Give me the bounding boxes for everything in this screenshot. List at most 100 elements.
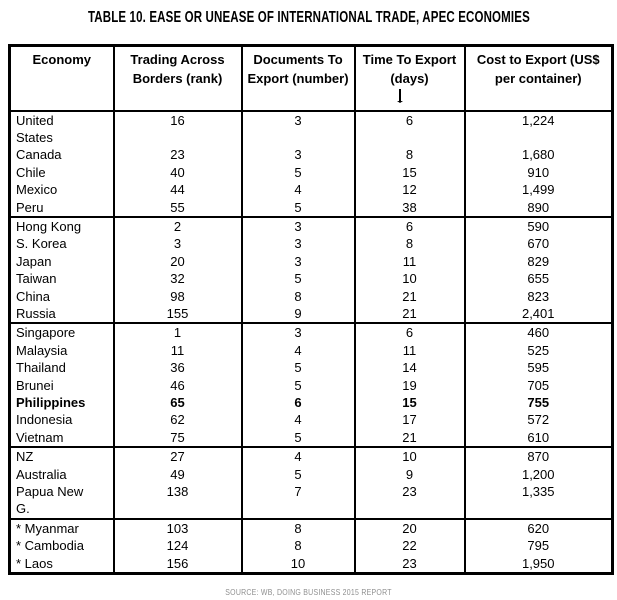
cost-cell: 1,950 bbox=[463, 554, 613, 574]
source-note-text: SOURCE: WB, DOING BUSINESS 2015 REPORT bbox=[225, 587, 392, 598]
cost-cell: 795 bbox=[463, 537, 613, 555]
documents-cell: 6 bbox=[240, 394, 355, 412]
header-economy: Economy bbox=[32, 52, 91, 67]
documents-cell: 5 bbox=[240, 465, 355, 484]
rank-cell: 55 bbox=[112, 198, 242, 217]
cost-cell: 705 bbox=[463, 376, 613, 394]
economy-cell: Brunei bbox=[16, 377, 54, 393]
table-row: Taiwan 32 5 10 655 bbox=[10, 270, 613, 288]
time-cell: 6 bbox=[353, 323, 465, 342]
documents-cell: 5 bbox=[240, 359, 355, 377]
rank-cell: 44 bbox=[112, 181, 242, 199]
cost-cell: 610 bbox=[463, 428, 613, 448]
rank-cell: 32 bbox=[112, 270, 242, 288]
cost-cell: 620 bbox=[463, 518, 613, 538]
table-group: Singapore 1 3 6 460 Malaysia 11 4 11 525 Thailand 3… bbox=[9, 323, 613, 448]
documents-cell: 5 bbox=[240, 198, 355, 217]
economy-cell: * Laos bbox=[16, 555, 53, 571]
table-row: * Cambodia 124 8 22 795 bbox=[10, 537, 613, 555]
documents-cell: 4 bbox=[240, 341, 355, 360]
rank-cell: 138 bbox=[112, 483, 242, 519]
rank-cell: 103 bbox=[112, 518, 242, 538]
economy-cell: Indonesia bbox=[16, 412, 73, 428]
rank-cell: 98 bbox=[112, 287, 242, 305]
table-row: United States 16 3 6 1,224 bbox=[10, 110, 613, 147]
time-cell: 9 bbox=[353, 465, 465, 484]
table-row: Thailand 36 5 14 595 bbox=[10, 359, 613, 377]
cost-cell: 595 bbox=[463, 359, 613, 377]
time-cell: 12 bbox=[353, 181, 465, 199]
economy-cell: Malaysia bbox=[16, 342, 68, 358]
economy-cell: Japan bbox=[16, 253, 52, 269]
header-trading-across-borders: Trading Across Borders (rank) bbox=[112, 45, 242, 111]
economy-cell: Russia bbox=[16, 305, 56, 321]
documents-cell: 3 bbox=[240, 146, 355, 164]
time-cell: 17 bbox=[353, 411, 465, 429]
documents-cell: 9 bbox=[240, 304, 355, 324]
time-cell: 6 bbox=[353, 110, 465, 147]
time-cell: 15 bbox=[353, 394, 465, 412]
time-cell: 14 bbox=[353, 359, 465, 377]
cost-cell: 2,401 bbox=[463, 304, 613, 324]
table-row: Japan 20 3 11 829 bbox=[10, 252, 613, 271]
cost-cell: 910 bbox=[463, 163, 613, 182]
rank-cell: 2 bbox=[112, 216, 242, 236]
economy-cell: Vietnam bbox=[16, 429, 64, 445]
cost-cell: 655 bbox=[463, 270, 613, 288]
cost-cell: 1,499 bbox=[463, 181, 613, 199]
economy-cell: Peru bbox=[16, 199, 44, 215]
header-time-to-export: Time To Export (days) bbox=[353, 45, 465, 111]
table-group: NZ 27 4 10 870 Australia 49 5 9 1,200 Papua New G.… bbox=[9, 447, 613, 519]
economy-cell: Australia bbox=[16, 466, 67, 482]
page-title-text: TABLE 10. EASE OR UNEASE OF INTERNATIONA… bbox=[87, 9, 530, 26]
table-row: Singapore 1 3 6 460 bbox=[10, 323, 613, 342]
economy-cell: Singapore bbox=[16, 325, 76, 341]
cost-cell: 572 bbox=[463, 411, 613, 429]
cost-cell: 460 bbox=[463, 323, 613, 342]
table-row: * Laos 156 10 23 1,950 bbox=[10, 554, 613, 574]
documents-cell: 7 bbox=[240, 483, 355, 519]
rank-cell: 124 bbox=[112, 537, 242, 555]
time-cell: 23 bbox=[353, 483, 465, 519]
text-cursor bbox=[399, 89, 401, 102]
rank-cell: 11 bbox=[112, 341, 242, 360]
cost-cell: 755 bbox=[463, 394, 613, 412]
documents-cell: 5 bbox=[240, 163, 355, 182]
economy-cell: Thailand bbox=[16, 360, 66, 376]
rank-cell: 36 bbox=[112, 359, 242, 377]
documents-cell: 3 bbox=[240, 323, 355, 342]
time-cell: 11 bbox=[353, 341, 465, 360]
table-row: Indonesia 62 4 17 572 bbox=[10, 411, 613, 429]
economy-cell: * Myanmar bbox=[16, 520, 79, 536]
time-cell: 21 bbox=[353, 304, 465, 324]
table-group: United States 16 3 6 1,224 Canada 23 3 8 1,680 Chi… bbox=[9, 110, 613, 217]
table-row: * Myanmar 103 8 20 620 bbox=[10, 518, 613, 538]
economy-cell: Canada bbox=[16, 147, 62, 163]
cost-cell: 590 bbox=[463, 216, 613, 236]
trade-table: Economy Trading Across Borders (rank) Do… bbox=[8, 44, 614, 576]
table-row: China 98 8 21 823 bbox=[10, 287, 613, 305]
rank-cell: 23 bbox=[112, 146, 242, 164]
cost-cell: 829 bbox=[463, 252, 613, 271]
table-row: NZ 27 4 10 870 bbox=[10, 447, 613, 466]
table-row: S. Korea 3 3 8 670 bbox=[10, 235, 613, 253]
documents-cell: 4 bbox=[240, 411, 355, 429]
table-row: Vietnam 75 5 21 610 bbox=[10, 428, 613, 448]
time-cell: 10 bbox=[353, 270, 465, 288]
table-row: Malaysia 11 4 11 525 bbox=[10, 341, 613, 360]
economy-cell: NZ bbox=[16, 449, 34, 465]
documents-cell: 5 bbox=[240, 270, 355, 288]
economy-cell: S. Korea bbox=[16, 236, 67, 252]
documents-cell: 5 bbox=[240, 376, 355, 394]
cost-cell: 525 bbox=[463, 341, 613, 360]
cost-cell: 823 bbox=[463, 287, 613, 305]
cost-cell: 1,680 bbox=[463, 146, 613, 164]
cost-cell: 1,200 bbox=[463, 465, 613, 484]
time-cell: 38 bbox=[353, 198, 465, 217]
table-header: Economy Trading Across Borders (rank) Do… bbox=[9, 45, 613, 111]
header-row: Economy Trading Across Borders (rank) Do… bbox=[10, 45, 613, 111]
table-row: Australia 49 5 9 1,200 bbox=[10, 465, 613, 484]
time-cell: 8 bbox=[353, 235, 465, 253]
rank-cell: 46 bbox=[112, 376, 242, 394]
header-cost-to-export: Cost to Export (US$ per container) bbox=[463, 45, 613, 111]
